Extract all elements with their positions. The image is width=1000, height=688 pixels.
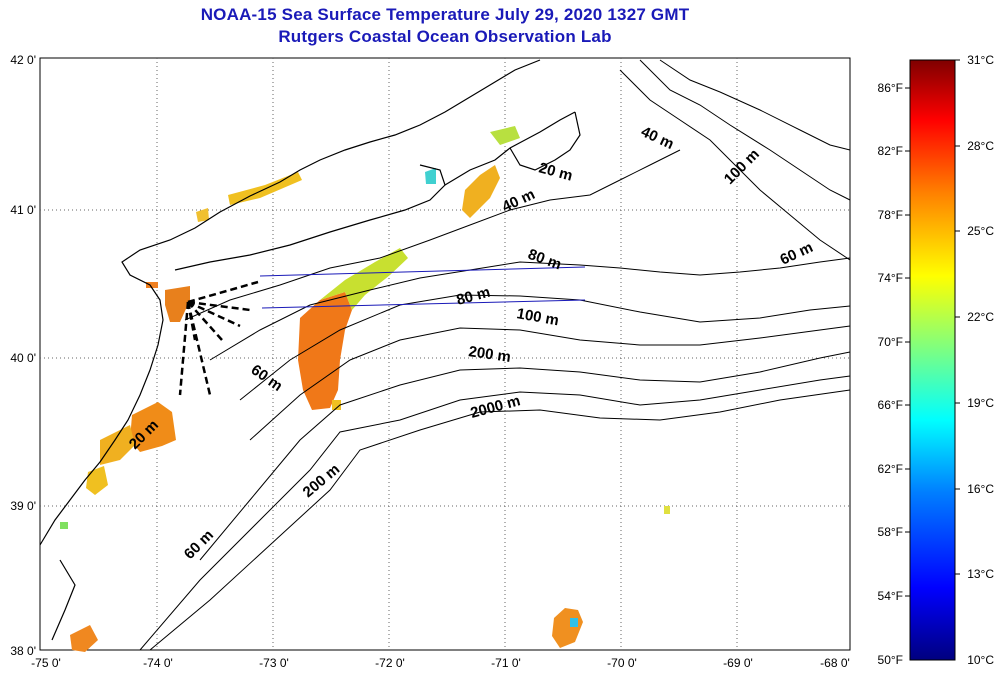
celsius-labels: 31°C 28°C 25°C 22°C 19°C 16°C 13°C 10°C xyxy=(967,53,994,667)
sst-patch xyxy=(462,165,500,218)
sst-patch xyxy=(490,126,520,145)
lat-label: 42 0' xyxy=(10,53,36,67)
lat-label: 40 0' xyxy=(10,351,36,365)
map-frame xyxy=(39,57,851,651)
sst-patch xyxy=(165,286,190,322)
sst-patch xyxy=(320,248,408,310)
fahrenheit-label: 66°F xyxy=(878,398,903,412)
lon-label: -71 0' xyxy=(491,656,521,670)
lat-label: 41 0' xyxy=(10,203,36,217)
celsius-label: 31°C xyxy=(967,53,994,67)
celsius-label: 13°C xyxy=(967,567,994,581)
sst-patch xyxy=(664,506,670,514)
fahrenheit-labels: 86°F 82°F 78°F 74°F 70°F 66°F 62°F 58°F … xyxy=(878,81,903,667)
colorbar-ticks xyxy=(905,59,960,597)
celsius-label: 19°C xyxy=(967,396,994,410)
lon-label: -69 0' xyxy=(723,656,753,670)
bathymetry-contours xyxy=(139,59,851,651)
fahrenheit-label: 70°F xyxy=(878,335,903,349)
fahrenheit-label: 86°F xyxy=(878,81,903,95)
lon-label: -68 0' xyxy=(820,656,850,670)
lon-label: -75 0' xyxy=(31,656,61,670)
sst-patch xyxy=(425,168,436,184)
fahrenheit-label: 78°F xyxy=(878,208,903,222)
sst-patch xyxy=(196,208,209,222)
sst-patch xyxy=(70,625,98,652)
contour-label: 200 m xyxy=(467,343,511,366)
transect-lines xyxy=(259,266,586,309)
map-subtitle: Rutgers Coastal Ocean Observation Lab xyxy=(278,27,612,46)
map-title: NOAA-15 Sea Surface Temperature July 29,… xyxy=(200,5,690,24)
sst-patch xyxy=(146,282,158,288)
sst-patch xyxy=(298,292,352,410)
celsius-label: 25°C xyxy=(967,224,994,238)
sst-patch xyxy=(60,522,68,529)
sst-patch xyxy=(86,466,108,495)
lon-label: -74 0' xyxy=(143,656,173,670)
celsius-label: 16°C xyxy=(967,482,994,496)
cross-shelf-lines xyxy=(178,280,259,396)
fahrenheit-label: 50°F xyxy=(878,653,903,667)
coastline xyxy=(39,59,581,641)
sst-patch xyxy=(332,400,341,410)
fahrenheit-label: 58°F xyxy=(878,525,903,539)
lon-labels: -75 0' -74 0' -73 0' -72 0' -71 0' -70 0… xyxy=(31,656,850,670)
sst-patches xyxy=(60,126,670,652)
fahrenheit-label: 74°F xyxy=(878,271,903,285)
lon-label: -70 0' xyxy=(607,656,637,670)
celsius-label: 22°C xyxy=(967,310,994,324)
sst-patch xyxy=(570,618,578,627)
lon-label: -72 0' xyxy=(375,656,405,670)
lat-labels: 42 0' 41 0' 40 0' 39 0' 38 0' xyxy=(10,53,36,658)
sst-patch xyxy=(130,402,176,452)
fahrenheit-label: 62°F xyxy=(878,462,903,476)
lat-label: 38 0' xyxy=(10,644,36,658)
colorbar xyxy=(909,59,956,661)
celsius-label: 28°C xyxy=(967,139,994,153)
fahrenheit-label: 82°F xyxy=(878,144,903,158)
lon-label: -73 0' xyxy=(259,656,289,670)
graticule xyxy=(40,58,850,650)
sst-patch xyxy=(100,425,135,465)
lat-label: 39 0' xyxy=(10,499,36,513)
fahrenheit-label: 54°F xyxy=(878,589,903,603)
celsius-label: 10°C xyxy=(967,653,994,667)
